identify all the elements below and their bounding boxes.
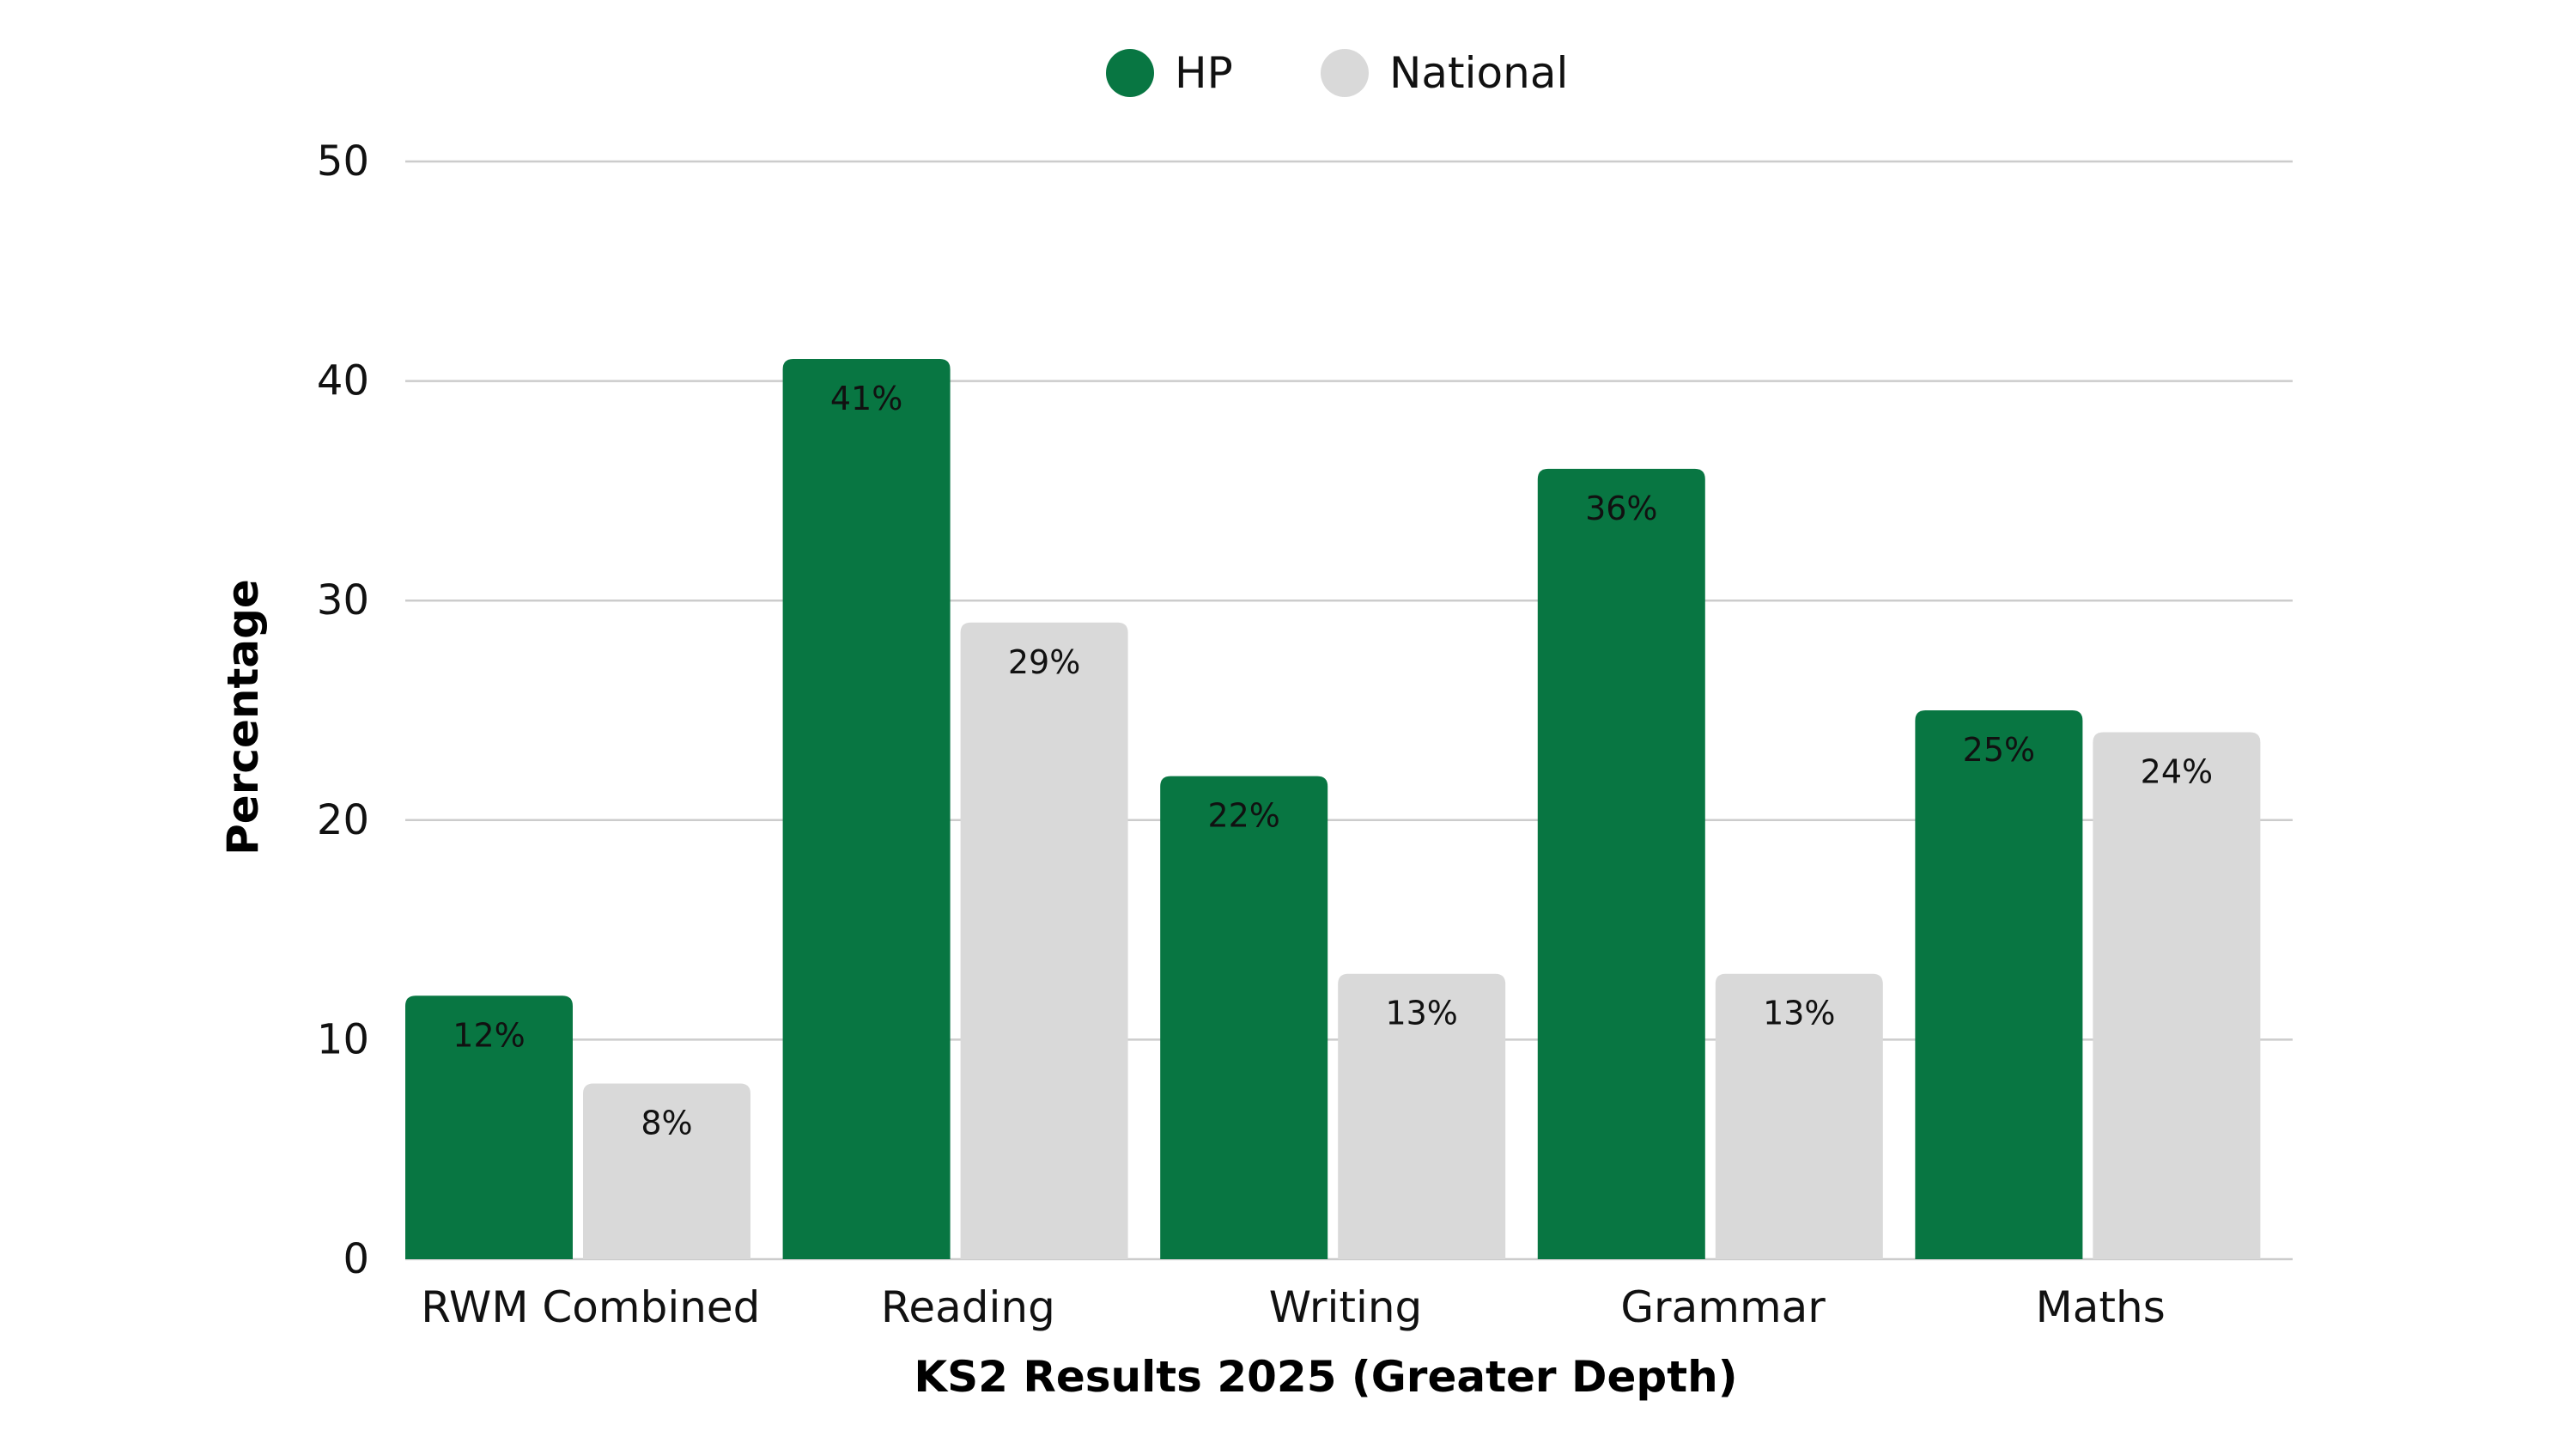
x-axis-categories: RWM Combined Reading Writing Grammar Maths	[421, 1282, 2166, 1332]
y-tick-label-20: 20	[317, 796, 369, 844]
bar-hp-maths	[1915, 710, 2083, 1259]
legend-label-national: National	[1389, 48, 1568, 98]
data-label-hp-maths: 25%	[1963, 731, 2035, 769]
y-tick-label-10: 10	[317, 1015, 369, 1063]
y-axis-ticks: 0 10 20 30 40 50	[317, 137, 369, 1283]
bar-hp-grammar	[1537, 468, 1705, 1259]
data-label-hp-reading: 41%	[830, 380, 902, 417]
bar-national-writing	[1338, 973, 1506, 1259]
data-label-hp-rwm-combined: 12%	[453, 1016, 525, 1054]
y-tick-label-40: 40	[317, 357, 369, 405]
data-label-hp-writing: 22%	[1207, 797, 1279, 835]
data-label-national-reading: 29%	[1008, 643, 1080, 681]
y-tick-label-50: 50	[317, 137, 369, 186]
data-labels: 12% 8% 41% 29% 22% 13% 36% 13% 25% 24%	[453, 380, 2213, 1142]
bar-hp-reading	[782, 359, 951, 1259]
y-axis-title: Percentage	[218, 579, 268, 855]
x-category-label-writing: Writing	[1269, 1282, 1423, 1332]
x-axis-title: KS2 Results 2025 (Greater Depth)	[914, 1352, 1737, 1402]
bar-national-grammar	[1715, 973, 1883, 1259]
data-label-hp-grammar: 36%	[1585, 490, 1657, 527]
legend: HP National	[1106, 48, 1568, 98]
legend-swatch-national	[1321, 49, 1369, 97]
y-tick-label-0: 0	[343, 1235, 369, 1283]
data-label-national-maths: 24%	[2141, 753, 2213, 791]
x-category-label-grammar: Grammar	[1620, 1282, 1826, 1332]
bar-national-maths	[2093, 732, 2261, 1259]
data-label-national-rwm-combined: 8%	[641, 1105, 692, 1142]
bar-national-rwm-combined	[583, 1083, 750, 1259]
x-category-label-maths: Maths	[2036, 1282, 2166, 1332]
data-label-national-writing: 13%	[1385, 995, 1457, 1032]
x-category-label-reading: Reading	[881, 1282, 1055, 1332]
legend-label-hp: HP	[1175, 48, 1233, 98]
data-label-national-grammar: 13%	[1763, 995, 1835, 1032]
bar-hp-writing	[1160, 776, 1328, 1259]
legend-swatch-hp	[1106, 49, 1154, 97]
bar-national-reading	[960, 622, 1128, 1259]
bars	[405, 359, 2261, 1259]
bar-hp-rwm-combined	[405, 995, 573, 1259]
y-tick-label-30: 30	[317, 576, 369, 624]
x-category-label-rwm-combined: RWM Combined	[421, 1282, 760, 1332]
